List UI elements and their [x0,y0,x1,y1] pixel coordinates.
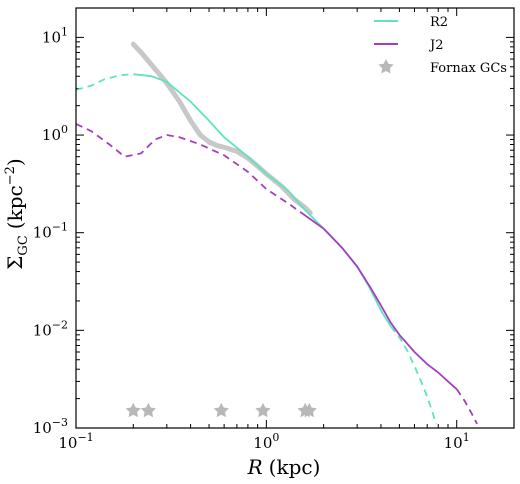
x-axis-symbol: R [247,455,263,479]
fornax-gc-star [213,402,229,418]
y-tick-label: 10−1 [33,221,68,242]
legend-swatch-fornax-gcs [378,59,394,74]
y-axis-symbol: Σ [3,256,27,270]
legend: R2 J2 Fornax GCs [374,15,507,76]
series-r2-solid-line [133,73,392,327]
legend-label-r2: R2 [430,15,448,30]
x-tick-label: 10−1 [58,431,93,452]
x-axis-label: R (kpc) [247,455,321,479]
tick-labels: 10−1 100 101 10−3 10−2 10−1 100 101 [33,25,470,452]
series-j2-dashed-line [455,388,478,425]
y-axis-unit-close: ) [3,158,27,166]
legend-label-j2: J2 [428,38,443,53]
fornax-gc-markers [125,402,317,418]
y-tick-label: 10−3 [33,416,68,437]
series-r2-dashed-line [389,325,438,425]
y-tick-label: 101 [42,25,68,46]
y-axis-subscript: GC [16,235,31,255]
y-tick-label: 10−2 [33,318,68,339]
x-tick-label: 101 [444,431,470,452]
plot-frame [75,7,515,429]
fornax-gc-star [255,402,271,418]
series-j2-dashed-line [76,123,306,217]
legend-label-fornax-gcs: Fornax GCs [430,61,507,76]
series-r2-dashed-line [76,73,134,91]
y-axis-label: ΣGC (kpc−2) [3,158,31,269]
y-axis-unit-open: (kpc [3,185,27,229]
y-tick-label: 100 [42,123,68,144]
series-j2-solid-line [304,214,458,390]
series-layer [76,41,478,425]
x-tick-label: 100 [253,431,279,452]
fornax-gc-star [140,402,156,418]
x-axis-unit: (kpc) [269,455,321,479]
fornax-gc-star [125,402,141,418]
y-axis-unit-exponent: −2 [3,166,18,185]
